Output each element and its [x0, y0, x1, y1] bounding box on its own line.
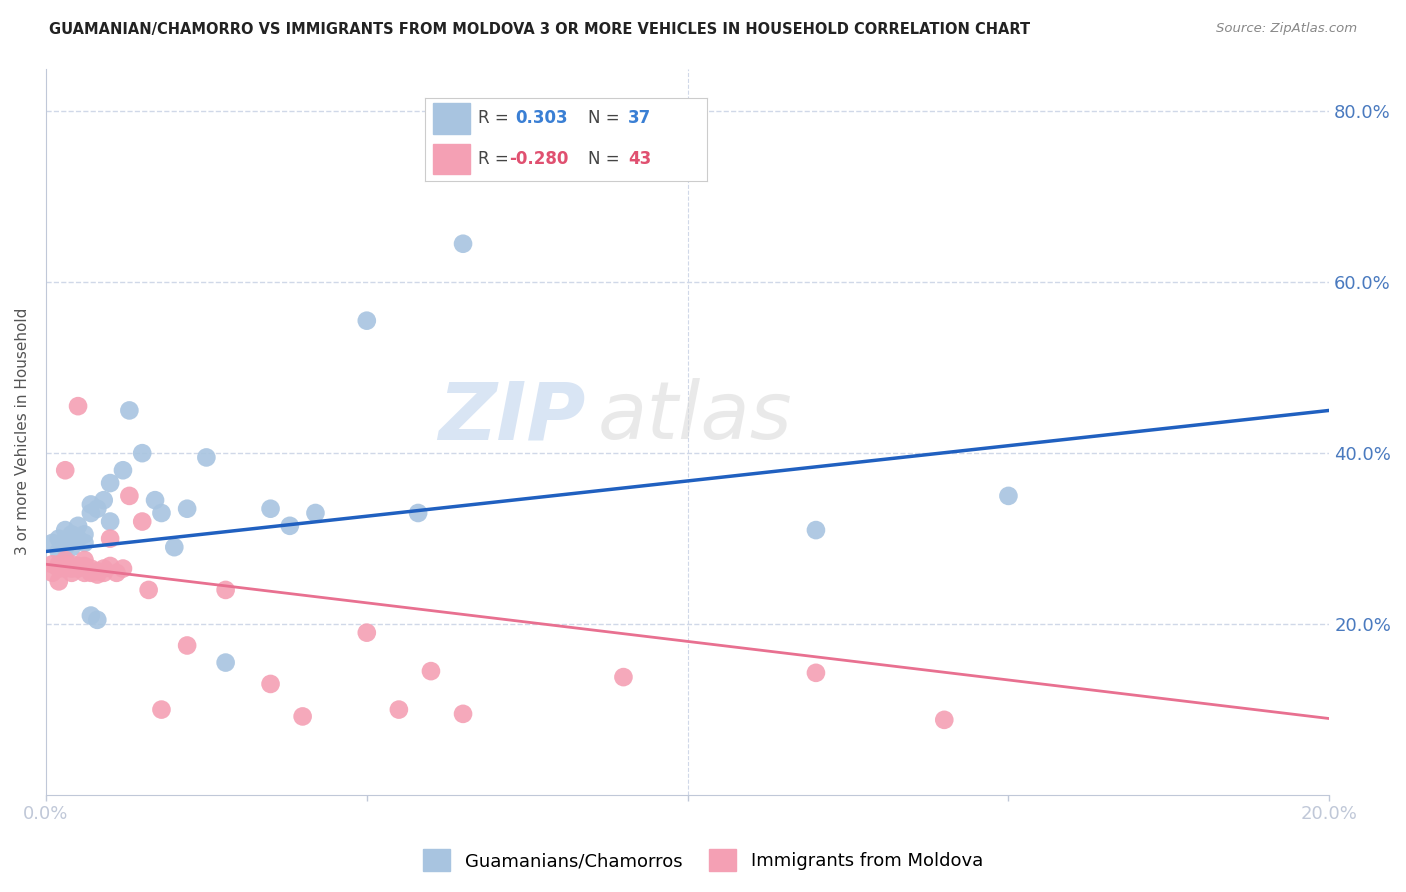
Point	[259, 677, 281, 691]
Point	[86, 501, 108, 516]
Point	[60, 561, 83, 575]
Point	[804, 523, 827, 537]
Point	[420, 664, 443, 678]
Point	[259, 501, 281, 516]
Point	[93, 493, 115, 508]
Point	[804, 665, 827, 680]
Point	[451, 706, 474, 721]
Point	[86, 613, 108, 627]
Point	[451, 236, 474, 251]
Point	[41, 558, 63, 572]
Point	[934, 713, 956, 727]
Point	[53, 463, 76, 477]
Point	[67, 559, 90, 574]
Point	[86, 564, 108, 578]
Point	[388, 703, 411, 717]
Point	[60, 558, 83, 572]
Point	[48, 558, 70, 572]
Text: GUAMANIAN/CHAMORRO VS IMMIGRANTS FROM MOLDOVA 3 OR MORE VEHICLES IN HOUSEHOLD CO: GUAMANIAN/CHAMORRO VS IMMIGRANTS FROM MO…	[49, 22, 1031, 37]
Point	[73, 527, 96, 541]
Point	[291, 709, 314, 723]
Point	[53, 540, 76, 554]
Point	[67, 561, 90, 575]
Point	[278, 518, 301, 533]
Point	[73, 566, 96, 580]
Point	[105, 566, 128, 580]
Point	[53, 561, 76, 575]
Point	[163, 540, 186, 554]
Point	[131, 515, 153, 529]
Point	[195, 450, 218, 465]
Point	[997, 489, 1019, 503]
Text: atlas: atlas	[598, 378, 793, 457]
Point	[118, 489, 141, 503]
Point	[41, 536, 63, 550]
Point	[80, 566, 103, 580]
Point	[131, 446, 153, 460]
Point	[93, 561, 115, 575]
Point	[304, 506, 326, 520]
Point	[60, 527, 83, 541]
Point	[86, 567, 108, 582]
Point	[143, 493, 166, 508]
Point	[98, 532, 121, 546]
Point	[48, 544, 70, 558]
Point	[138, 582, 160, 597]
Point	[111, 561, 134, 575]
Point	[93, 566, 115, 580]
Point	[53, 523, 76, 537]
Point	[214, 656, 236, 670]
Point	[406, 506, 429, 520]
Point	[53, 553, 76, 567]
Point	[67, 399, 90, 413]
Point	[80, 608, 103, 623]
Point	[80, 506, 103, 520]
Point	[48, 561, 70, 575]
Point	[73, 536, 96, 550]
Point	[80, 498, 103, 512]
Point	[356, 625, 378, 640]
Point	[150, 703, 173, 717]
Text: Source: ZipAtlas.com: Source: ZipAtlas.com	[1216, 22, 1357, 36]
Legend: Guamanians/Chamorros, Immigrants from Moldova: Guamanians/Chamorros, Immigrants from Mo…	[416, 842, 990, 879]
Point	[98, 476, 121, 491]
Point	[73, 553, 96, 567]
Point	[48, 532, 70, 546]
Point	[60, 566, 83, 580]
Point	[98, 559, 121, 574]
Point	[53, 558, 76, 572]
Point	[111, 463, 134, 477]
Y-axis label: 3 or more Vehicles in Household: 3 or more Vehicles in Household	[15, 308, 30, 556]
Point	[41, 566, 63, 580]
Point	[176, 501, 198, 516]
Point	[214, 582, 236, 597]
Point	[53, 536, 76, 550]
Point	[73, 559, 96, 574]
Point	[612, 670, 634, 684]
Point	[150, 506, 173, 520]
Point	[98, 515, 121, 529]
Point	[176, 639, 198, 653]
Point	[60, 540, 83, 554]
Point	[48, 574, 70, 589]
Point	[67, 532, 90, 546]
Point	[356, 313, 378, 327]
Point	[67, 518, 90, 533]
Point	[118, 403, 141, 417]
Point	[80, 561, 103, 575]
Text: ZIP: ZIP	[437, 378, 585, 457]
